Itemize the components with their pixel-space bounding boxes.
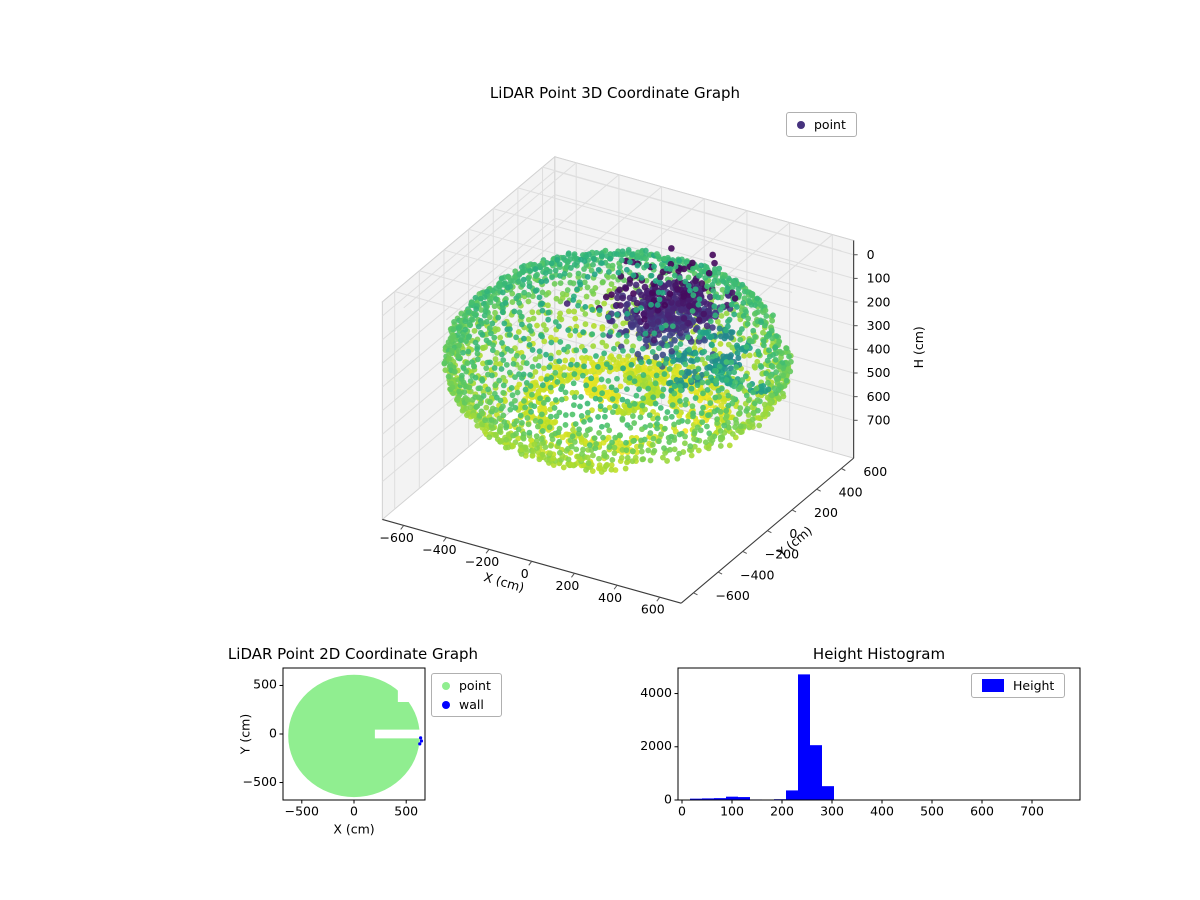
- legend-label: point: [814, 117, 846, 132]
- plot2d-legend: point wall: [431, 673, 502, 717]
- plot3d-title: LiDAR Point 3D Coordinate Graph: [489, 84, 741, 102]
- legend-entry-wall: wall: [442, 697, 491, 712]
- legend-entry-point: point: [797, 117, 846, 132]
- plot2d-title: LiDAR Point 2D Coordinate Graph: [227, 645, 479, 663]
- point-marker-icon: [442, 681, 450, 690]
- histogram-legend: Height: [971, 673, 1066, 698]
- legend-entry-height: Height: [982, 678, 1054, 693]
- point-marker-icon: [797, 120, 805, 129]
- plot3d-legend: point: [786, 112, 857, 137]
- legend-label: wall: [459, 697, 484, 712]
- height-patch-icon: [982, 679, 1004, 692]
- legend-entry-point: point: [442, 678, 491, 693]
- legend-label: point: [459, 678, 491, 693]
- histogram-title: Height Histogram: [812, 645, 946, 663]
- wall-marker-icon: [442, 700, 450, 709]
- legend-label: Height: [1013, 678, 1055, 693]
